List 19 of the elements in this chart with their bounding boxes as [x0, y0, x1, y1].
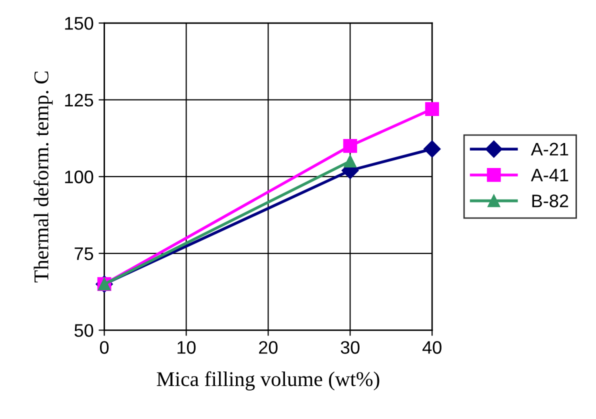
point: [425, 102, 440, 116]
x-tick-label: 30: [340, 341, 360, 354]
x-tick-label: 20: [259, 341, 278, 354]
point: [343, 138, 358, 153]
x-tick-label: 40: [422, 341, 442, 354]
y-tick-label: 50: [74, 324, 94, 337]
y-tick-label: 150: [65, 16, 94, 30]
x-axis-title: Mica filling volume (wt%): [156, 371, 380, 390]
point: [344, 155, 356, 168]
legend-label: A-21: [530, 142, 568, 156]
x-tick-label: 10: [178, 341, 196, 354]
y-tick-label: 75: [74, 248, 94, 260]
legend-label: A-41: [530, 168, 568, 182]
point: [424, 140, 441, 158]
y-tick-label: 125: [65, 94, 94, 107]
y-axis-title: Thermal deform. temp. C: [34, 72, 53, 282]
legend-label: B-82: [532, 194, 568, 208]
x-tick-label: 0: [100, 341, 109, 354]
y-tick-label: 100: [65, 170, 94, 184]
